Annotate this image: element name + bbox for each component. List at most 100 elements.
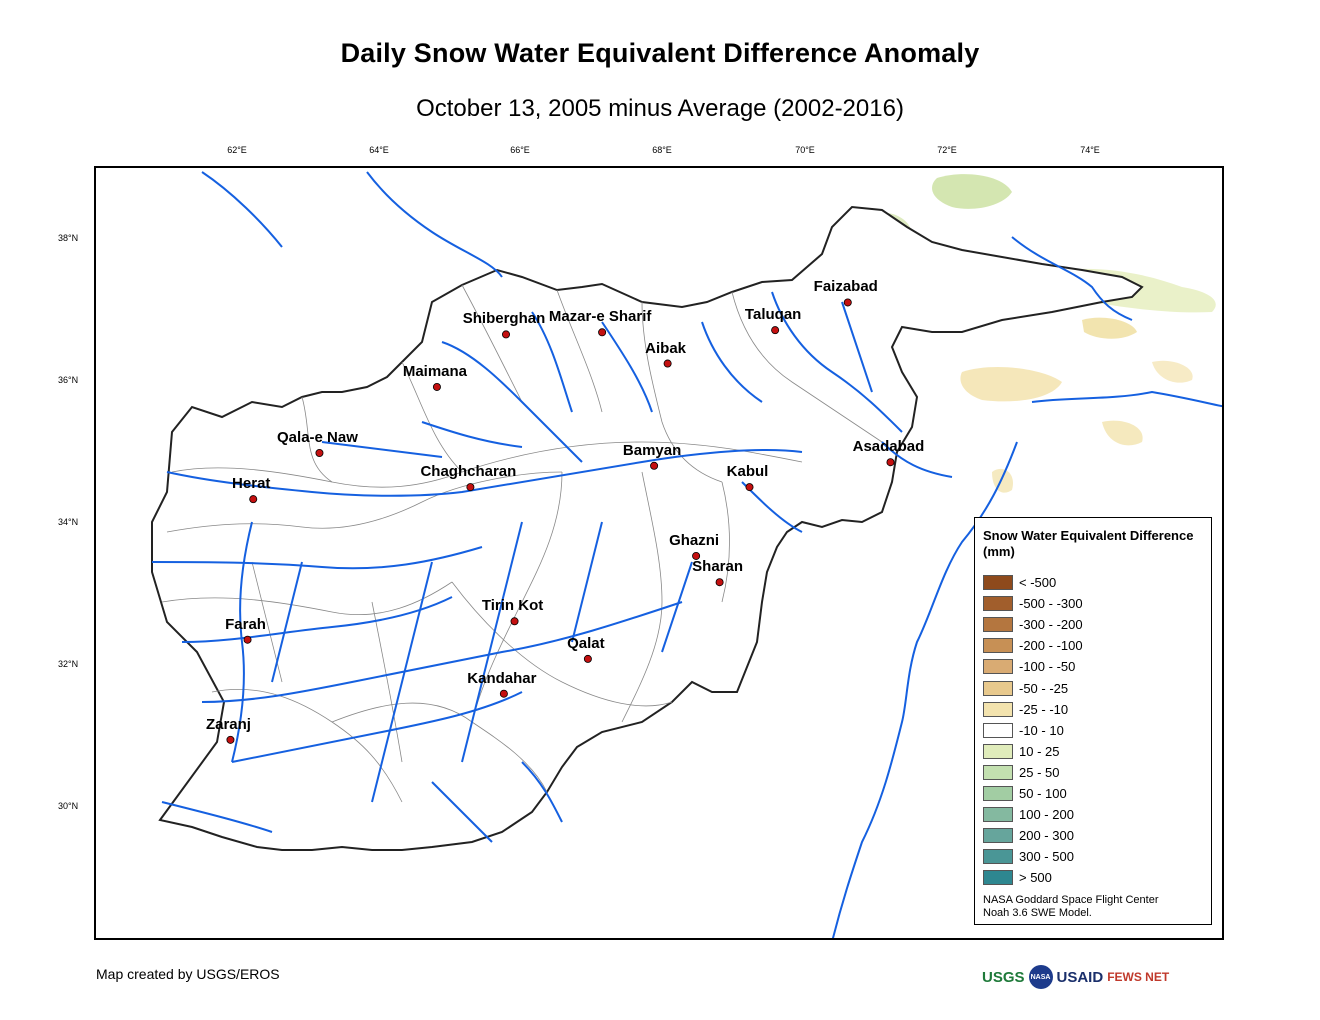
city-markers: [226, 298, 895, 744]
city-label: Aibak: [645, 339, 687, 357]
legend-label: < -500: [1019, 575, 1057, 591]
city-marker: [715, 578, 724, 587]
partner-logos: USGS NASA USAID FEWS NET: [982, 963, 1169, 991]
legend-label: -50 - -25: [1019, 680, 1069, 696]
legend-swatch: [983, 680, 1013, 696]
city-label: Zaranj: [205, 715, 251, 733]
legend-swatch: [983, 617, 1013, 633]
city-label: Maimana: [402, 362, 468, 380]
city-label: Mazar-e Sharif: [548, 308, 652, 326]
legend-credit: NASA Goddard Space Flight Center Noah 3.…: [983, 894, 1203, 920]
lon-tick: 74°E: [1080, 145, 1100, 155]
legend-item: -100 - -50: [983, 656, 1203, 677]
city-label: Qalat: [567, 634, 605, 652]
lat-tick: 36°N: [58, 375, 79, 385]
legend-swatch: [983, 828, 1013, 844]
legend-item: -50 - -25: [983, 677, 1203, 698]
city-marker: [249, 495, 258, 504]
lon-tick: 70°E: [795, 145, 815, 155]
city-marker: [771, 326, 780, 335]
legend-item: 25 - 50: [983, 762, 1203, 783]
fews-net-logo: FEWS NET: [1107, 970, 1170, 984]
legend-swatch: [983, 743, 1013, 759]
lat-tick: 32°N: [58, 659, 79, 669]
city-marker: [243, 635, 252, 644]
city-marker: [650, 461, 659, 470]
legend-swatch: [983, 575, 1013, 591]
legend-item: -500 - -300: [983, 593, 1203, 614]
legend-swatch: [983, 807, 1013, 823]
legend-item: 100 - 200: [983, 804, 1203, 825]
footer-credit: Map created by USGS/EROS: [96, 966, 280, 982]
lon-tick: 62°E: [227, 145, 247, 155]
legend-label: 200 - 300: [1019, 828, 1074, 844]
legend-label: > 500: [1019, 870, 1052, 886]
legend-swatch: [983, 659, 1013, 675]
credit-line-2: Noah 3.6 SWE Model.: [983, 907, 1092, 920]
legend-label: -25 - -10: [1019, 701, 1069, 717]
legend-label: 10 - 25: [1019, 743, 1060, 759]
lat-tick: 38°N: [58, 233, 79, 243]
legend-label: 300 - 500: [1019, 849, 1074, 865]
city-marker: [886, 458, 895, 467]
city-label: Kandahar: [467, 669, 537, 687]
legend-items: < -500 -500 - -300 -300 - -200 -200 - -100 -…: [983, 572, 1203, 888]
legend-item: < -500: [983, 572, 1203, 593]
legend-item: -200 - -100: [983, 635, 1203, 656]
city-label: Faizabad: [813, 278, 878, 296]
city-marker: [510, 617, 519, 626]
legend-label: -200 - -100: [1019, 638, 1083, 654]
legend-label: -300 - -200: [1019, 617, 1083, 633]
legend-label: -500 - -300: [1019, 596, 1083, 612]
province-boundaries: [161, 284, 883, 803]
lat-tick: 30°N: [58, 801, 79, 811]
legend-item: > 500: [983, 867, 1203, 888]
legend-label: 50 - 100: [1019, 785, 1067, 801]
lon-tick: 66°E: [510, 145, 530, 155]
legend-swatch: [983, 701, 1013, 717]
map-subtitle: October 13, 2005 minus Average (2002-201…: [416, 95, 904, 122]
lon-tick: 68°E: [652, 145, 672, 155]
lon-tick: 72°E: [937, 145, 957, 155]
city-label: Kabul: [726, 463, 769, 481]
rivers: [151, 171, 1222, 938]
legend-item: -25 - -10: [983, 699, 1203, 720]
city-marker: [692, 551, 701, 560]
legend-label: 100 - 200: [1019, 807, 1074, 823]
city-label: Herat: [232, 475, 271, 493]
nasa-logo: NASA: [1028, 965, 1053, 989]
city-marker: [466, 483, 475, 492]
legend-label: -100 - -50: [1019, 659, 1076, 675]
city-marker: [598, 328, 607, 337]
legend-swatch: [983, 785, 1013, 801]
legend-item: -10 - 10: [983, 720, 1203, 741]
city-label: Chaghcharan: [420, 463, 517, 481]
usaid-logo: USAID: [1056, 968, 1104, 986]
city-label: Sharan: [692, 558, 744, 576]
legend-label: -10 - 10: [1019, 722, 1064, 738]
city-marker: [315, 448, 324, 457]
legend: Snow Water Equivalent Difference (mm) < …: [974, 517, 1212, 925]
legend-item: -300 - -200: [983, 614, 1203, 635]
city-label: Shiberghan: [462, 310, 546, 328]
legend-item: 10 - 25: [983, 741, 1203, 762]
city-label: Ghazni: [669, 531, 720, 549]
city-label: Bamyan: [622, 441, 682, 459]
legend-swatch: [983, 596, 1013, 612]
legend-title: Snow Water Equivalent Difference (mm): [983, 528, 1194, 559]
city-marker: [226, 735, 235, 744]
lon-tick: 64°E: [369, 145, 389, 155]
city-marker: [499, 689, 508, 698]
city-marker: [663, 359, 672, 368]
map-title: Daily Snow Water Equivalent Difference A…: [340, 38, 980, 68]
legend-item: 50 - 100: [983, 783, 1203, 804]
legend-swatch: [983, 764, 1013, 780]
legend-swatch: [983, 638, 1013, 654]
lat-tick: 34°N: [58, 517, 79, 527]
city-label: Farah: [225, 615, 266, 633]
city-label: Taluqan: [744, 306, 802, 324]
city-label: Asadabad: [852, 438, 925, 456]
legend-label: 25 - 50: [1019, 764, 1060, 780]
legend-swatch: [983, 870, 1013, 886]
city-marker: [745, 483, 754, 492]
